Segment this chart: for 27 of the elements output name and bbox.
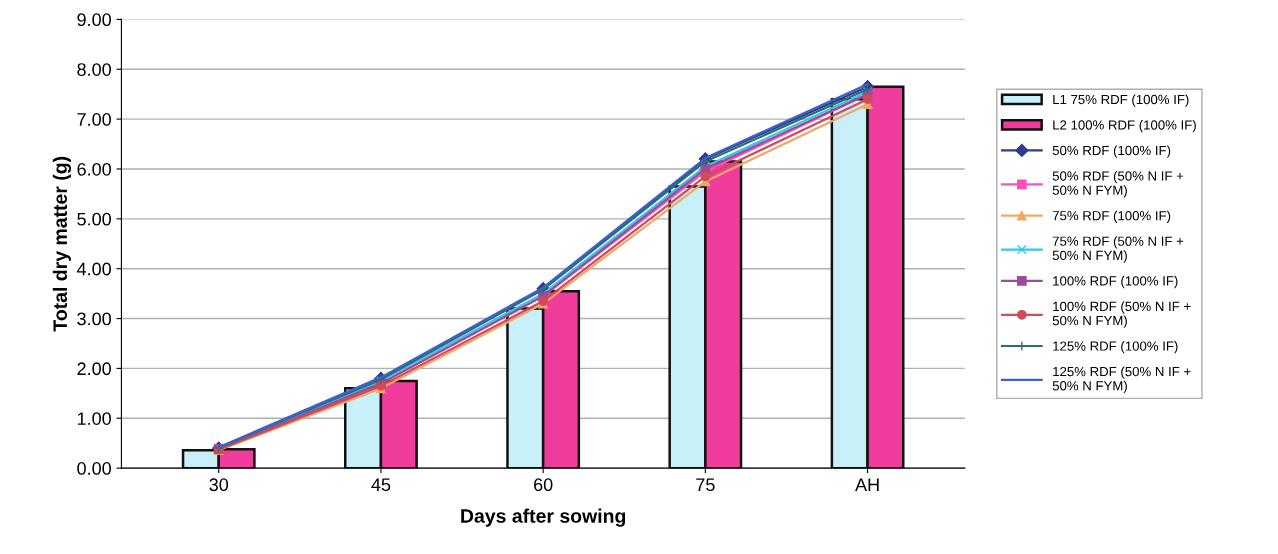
legend-label: 75% RDF (100% IF): [1052, 210, 1171, 223]
y-tick-label: 4.00: [76, 262, 111, 276]
legend-label: L1 75% RDF (100% IF): [1053, 94, 1189, 107]
y-tick-label: 1.00: [77, 412, 111, 425]
x-axis-title: Days after sowing: [461, 508, 626, 527]
legend-label: 100% RDF (50% N IF + 50% N FYM): [1052, 301, 1191, 328]
x-tick-label: AH: [855, 478, 879, 491]
y-tick-label: 5.00: [77, 212, 111, 226]
legend-label: 75% RDF (50% N IF + 50% N FYM): [1052, 236, 1184, 263]
y-tick-label: 6.00: [77, 162, 111, 176]
y-tick-label: 9.00: [77, 13, 111, 27]
y-tick-label: 8.00: [77, 63, 111, 76]
y-axis-title: Total dry matter (g): [52, 156, 71, 332]
legend-label: 50% RDF (50% N IF + 50% N FYM): [1052, 170, 1184, 198]
legend-label: 125% RDF (100% IF): [1053, 341, 1178, 354]
x-tick-label: 60: [534, 478, 553, 492]
y-tick-label: 3.00: [77, 312, 111, 326]
legend-label: 100% RDF (100% IF): [1053, 275, 1178, 289]
y-tick-label: 2.00: [77, 362, 111, 376]
y-tick-label: 0.00: [77, 462, 111, 475]
y-tick-label: 7.00: [77, 113, 111, 126]
legend-label: L2 100% RDF (100% IF): [1053, 119, 1196, 133]
x-tick-label: 45: [371, 478, 391, 492]
legend-label: 50% RDF (100% IF): [1052, 145, 1171, 158]
x-tick-label: 30: [209, 478, 229, 492]
x-tick-label: 75: [696, 478, 715, 492]
legend-label: 125% RDF (50% N IF + 50% N FYM): [1052, 366, 1191, 394]
